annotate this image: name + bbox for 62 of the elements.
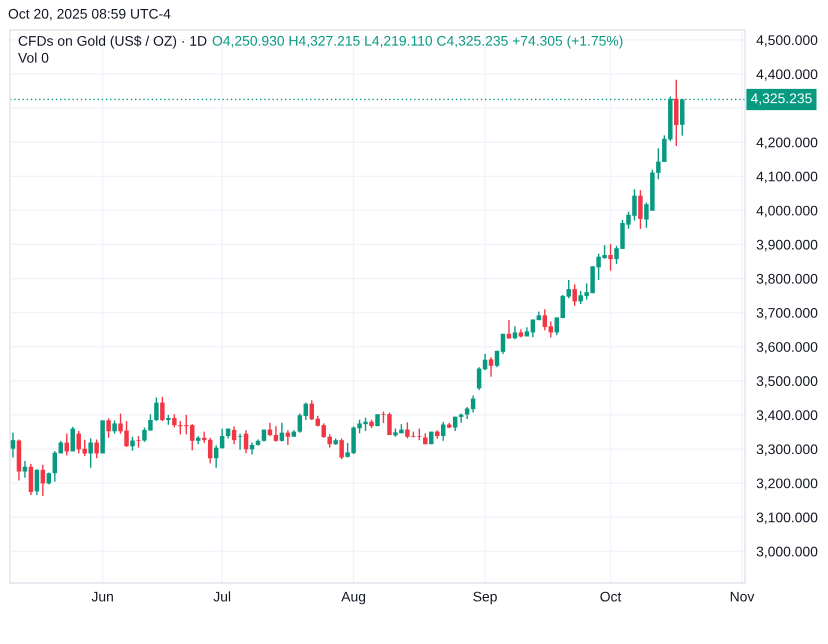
candlestick (34, 468, 40, 496)
candlestick (286, 430, 290, 446)
y-tick-label: 4,100.000 (756, 172, 818, 184)
candlestick (250, 442, 254, 456)
y-tick-label: 3,200.000 (756, 478, 818, 490)
annotation: Vol 0 (18, 52, 48, 63)
candlestick (40, 464, 46, 497)
y-tick-label: 3,400.000 (756, 410, 818, 422)
candlestick (94, 438, 99, 459)
candlestick (274, 425, 278, 443)
candlestick (339, 438, 344, 460)
y-tick-label: 3,000.000 (756, 546, 818, 558)
y-tick-label: 4,400.000 (756, 69, 818, 81)
candlestick (160, 396, 165, 422)
candlestick (429, 430, 434, 445)
y-tick-label: 3,600.000 (756, 342, 818, 354)
candlestick (154, 396, 159, 422)
x-tick-label: Aug (341, 592, 366, 604)
candlestick (166, 414, 171, 426)
y-tick-label: 4,500.000 (756, 35, 818, 47)
candlestick (244, 430, 248, 454)
y-tick-label: 3,900.000 (756, 240, 818, 252)
y-tick-label: 3,500.000 (756, 376, 818, 388)
candlestick (488, 356, 494, 378)
candlestick (64, 432, 70, 456)
candlestick (440, 421, 446, 442)
x-tick-label: Sep (473, 592, 497, 604)
candlestick (22, 460, 28, 478)
candlestick (106, 418, 111, 438)
ref-line-label: 4,325.235 (750, 93, 812, 105)
candlestick (208, 437, 212, 464)
y-tick-label: 4,200.000 (756, 138, 818, 149)
candlestick (638, 190, 643, 230)
candlestick (130, 436, 135, 452)
y-tick-label: 3,800.000 (756, 274, 818, 286)
y-tick-label: 3,700.000 (756, 308, 818, 320)
y-tick-label: 4,000.000 (756, 206, 818, 218)
x-tick-label: Jun (92, 592, 113, 602)
candlestick (232, 426, 236, 445)
candlestick (112, 420, 117, 434)
candlestick (512, 326, 518, 340)
candlestick (70, 426, 75, 452)
x-tick-label: Jul (213, 591, 230, 602)
candlestick (506, 319, 512, 340)
candlestick (262, 428, 266, 442)
y-tick-label: 3,100.000 (756, 512, 818, 524)
text: Oct 20, 2025 08:59 UTC-4 (8, 8, 170, 20)
candlestick (172, 414, 177, 428)
candlestick (88, 438, 93, 468)
candlestick (280, 422, 284, 442)
x-tick-label: Nov (730, 592, 754, 602)
candlestick (136, 435, 141, 448)
candlestick (268, 422, 272, 437)
candlestick (46, 472, 52, 486)
y-tick-label: 3,300.000 (756, 444, 818, 456)
x-tick-label: Oct (600, 592, 622, 602)
candlestick (572, 284, 577, 307)
candlestick (608, 243, 613, 272)
chart-subtitle: O4,250.930 H4,327.215 L4,219.110 C4,325.235 +74.305 (+1.75%) (212, 36, 622, 48)
chart-title: CFDs on Gold (US$ / OZ) · 1D (18, 35, 206, 49)
candlestick (226, 428, 230, 440)
candlestick (10, 432, 16, 458)
